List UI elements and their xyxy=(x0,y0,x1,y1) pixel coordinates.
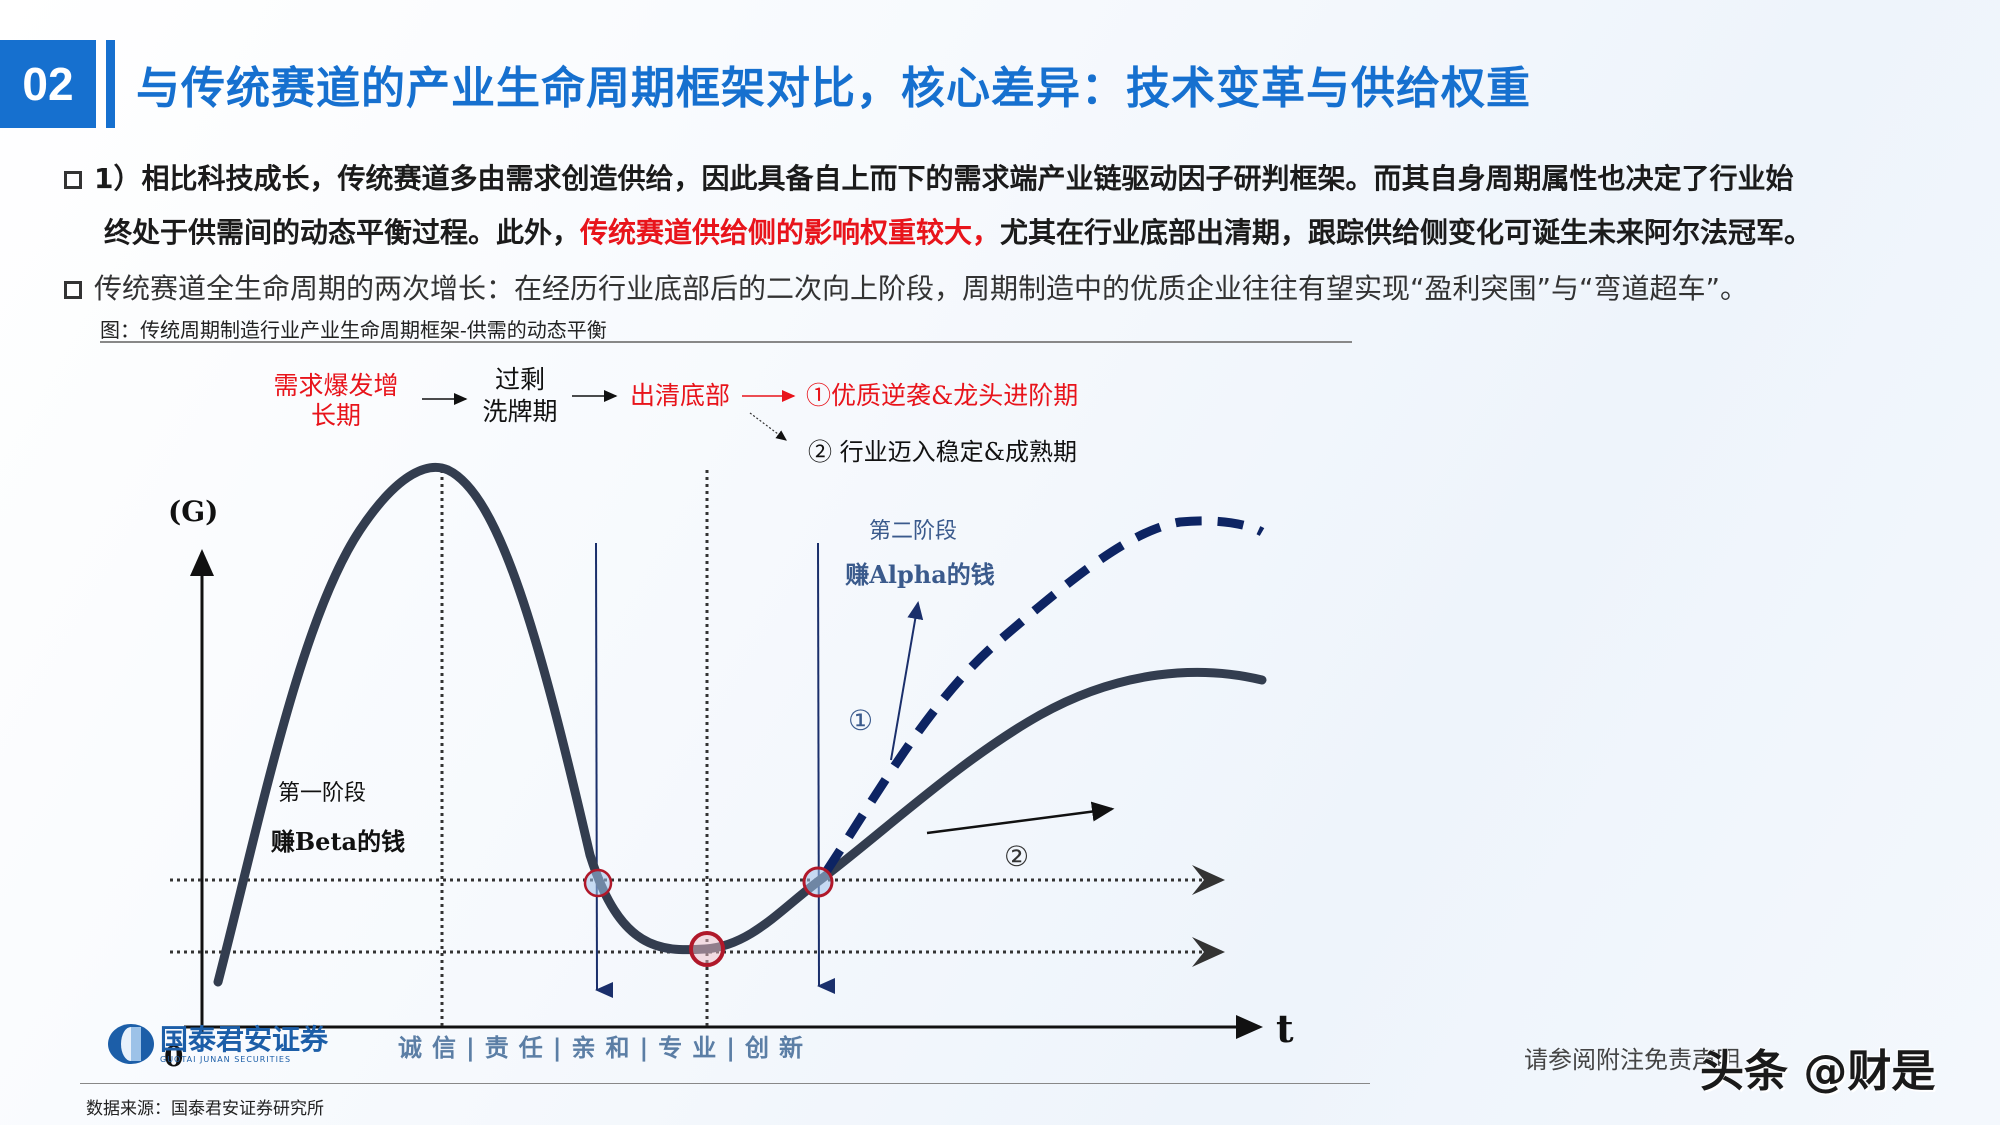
flow-stage-1: 需求爆发增 长期 xyxy=(273,371,398,430)
data-source: 数据来源：国泰君安证券研究所 xyxy=(86,1099,324,1119)
bullet-1-line2-suffix: 尤其在行业底部出清期，跟踪供给侧变化可诞生未来阿尔法冠军。 xyxy=(1000,216,1813,249)
svg-text:洗牌期: 洗牌期 xyxy=(482,397,557,426)
svg-text:第一阶段: 第一阶段 xyxy=(278,781,366,806)
svg-text:第二阶段: 第二阶段 xyxy=(869,519,957,544)
marker-1-label: ① xyxy=(848,704,873,737)
stable-arrow xyxy=(926,801,1115,835)
svg-text:过剩: 过剩 xyxy=(495,365,545,394)
flow-arrow-dotted xyxy=(749,412,787,441)
flow-branch-2: ② 行业迈入稳定&成熟期 xyxy=(808,438,1077,466)
figure-caption: 图：传统周期制造行业产业生命周期框架-供需的动态平衡 xyxy=(100,318,607,342)
x-axis-label: t xyxy=(1276,1006,1294,1051)
svg-text:需求爆发增: 需求爆发增 xyxy=(273,371,398,400)
bullet-1: 1）相比科技成长，传统赛道多由需求创造供给，因此具备自上而下的需求端产业链驱动因… xyxy=(64,152,1984,260)
entry-marker-arrow-2 xyxy=(817,542,836,994)
bullet-2: 传统赛道全生命周期的两次增长：在经历行业底部后的二次向上阶段，周期制造中的优质企… xyxy=(64,262,1984,316)
bullet-square-icon xyxy=(64,171,82,189)
title-accent-bar xyxy=(106,40,115,128)
bullet-1-line1: 1）相比科技成长，传统赛道多由需求创造供给，因此具备自上而下的需求端产业链驱动因… xyxy=(94,162,1794,195)
origin-label: 0 xyxy=(164,1040,183,1073)
alpha-curve-dashed xyxy=(822,516,1265,875)
flow-stage-3: 出清底部 xyxy=(630,381,730,410)
lifecycle-curve xyxy=(213,463,1267,987)
company-slogan: 诚信|责任|亲和|专业|创新 xyxy=(398,1034,814,1062)
company-logo: 国泰君安证券 GUOTAI JUNAN SECURITIES xyxy=(106,1022,328,1066)
bullet-2-text: 传统赛道全生命周期的两次增长：在经历行业底部后的二次向上阶段，周期制造中的优质企… xyxy=(94,272,1749,305)
phase-2-label: 第二阶段 赚Alpha的钱 xyxy=(845,519,995,589)
flow-branch-1: ①优质逆袭&龙头进阶期 xyxy=(806,381,1078,410)
logo-subtitle: GUOTAI JUNAN SECURITIES xyxy=(160,1054,292,1064)
svg-text:长期: 长期 xyxy=(311,401,361,430)
bullet-square-icon xyxy=(64,281,82,299)
bullet-1-highlight: 传统赛道供给侧的影响权重较大， xyxy=(580,216,1001,249)
trough-marker xyxy=(689,931,725,967)
page-title: 与传统赛道的产业生命周期框架对比，核心差异：技术变革与供给权重 xyxy=(136,63,1531,114)
svg-text:赚Beta的钱: 赚Beta的钱 xyxy=(271,827,405,856)
flow-stage-2: 过剩 洗牌期 xyxy=(482,365,557,426)
entry-marker-arrow-1 xyxy=(595,542,614,998)
disclaimer-text: 请参阅附注免责声明 xyxy=(1524,1046,1740,1074)
marker-2-label: ② xyxy=(1004,840,1029,873)
y-axis-label: (G) xyxy=(168,495,218,528)
source-divider xyxy=(80,1083,1370,1084)
intersection-marker-recovery xyxy=(802,866,834,898)
section-number-badge: 02 xyxy=(0,40,96,128)
alpha-arrow xyxy=(890,601,924,761)
intersection-marker-decline xyxy=(583,868,613,898)
bullet-1-line2-prefix: 终处于供需间的动态平衡过程。此外， xyxy=(104,216,581,249)
logo-name: 国泰君安证券 xyxy=(160,1022,329,1056)
svg-text:赚Alpha的钱: 赚Alpha的钱 xyxy=(845,560,995,589)
watermark: 头条 @财是 xyxy=(1700,1046,1936,1097)
caption-divider xyxy=(100,341,1352,343)
logo-mark-icon xyxy=(108,1024,154,1064)
phase-1-label: 第一阶段 赚Beta的钱 xyxy=(271,781,405,856)
